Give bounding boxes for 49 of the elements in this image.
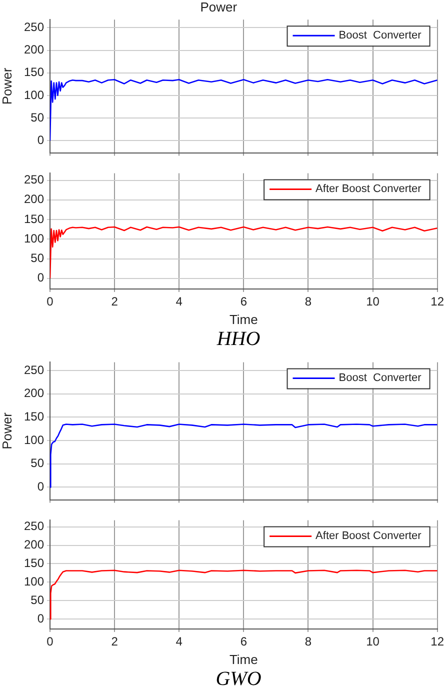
y-tick-label: 0: [37, 480, 44, 494]
y-tick-label: 100: [24, 231, 44, 246]
x-tick-label: 8: [304, 294, 312, 309]
chart-title: Power: [200, 0, 238, 14]
x-tick-label: 12: [430, 634, 444, 649]
x-tick-label: 0: [46, 634, 54, 649]
y-tick-label: 100: [24, 88, 44, 102]
legend-label: Boost Converter: [338, 372, 422, 384]
y-tick-label: 250: [24, 172, 44, 187]
y-tick-label: 0: [37, 132, 44, 147]
y-tick-label: 200: [24, 386, 44, 400]
x-axis-title: Time: [229, 312, 258, 327]
y-tick-label: 50: [30, 592, 44, 607]
y-tick-label: 200: [24, 538, 44, 552]
y-tick-label: 250: [24, 519, 44, 534]
y-tick-label: 50: [30, 110, 44, 124]
y-tick-label: 150: [24, 212, 44, 226]
x-tick-label: 12: [430, 294, 444, 309]
legend-label: Boost Converter: [338, 30, 422, 42]
x-tick-label: 6: [240, 294, 248, 309]
y-tick-label: 100: [24, 432, 44, 447]
y-tick-label: 250: [24, 362, 44, 377]
y-tick-label: 50: [30, 456, 44, 470]
text: HHO: [216, 328, 262, 352]
y-tick-label: 0: [37, 611, 44, 626]
x-tick-label: 10: [366, 294, 380, 309]
x-tick-label: 6: [240, 634, 248, 649]
y-tick-label: 150: [24, 410, 44, 424]
x-axis-title: Time: [229, 652, 258, 667]
x-tick-label: 4: [176, 294, 183, 309]
y-tick-label: 100: [24, 574, 44, 588]
y-tick-label: 150: [24, 556, 44, 570]
y-axis-title: Power: [0, 67, 14, 105]
y-tick-label: 150: [24, 65, 44, 80]
x-tick-label: 4: [176, 634, 183, 649]
x-tick-label: 2: [111, 294, 118, 309]
y-tick-label: 50: [30, 251, 44, 266]
x-tick-label: 2: [111, 634, 118, 649]
y-tick-label: 200: [24, 42, 44, 57]
y-tick-label: 200: [24, 192, 44, 206]
y-tick-label: 250: [24, 20, 44, 34]
x-tick-label: 0: [46, 294, 54, 309]
legend-label: After Boost Converter: [316, 183, 422, 196]
x-tick-label: 10: [366, 634, 380, 649]
y-axis-title: Power: [0, 412, 14, 450]
y-tick-label: 0: [37, 270, 44, 285]
text: GWO: [214, 668, 262, 692]
legend-label: After Boost Converter: [316, 530, 422, 542]
x-tick-label: 8: [304, 634, 312, 649]
